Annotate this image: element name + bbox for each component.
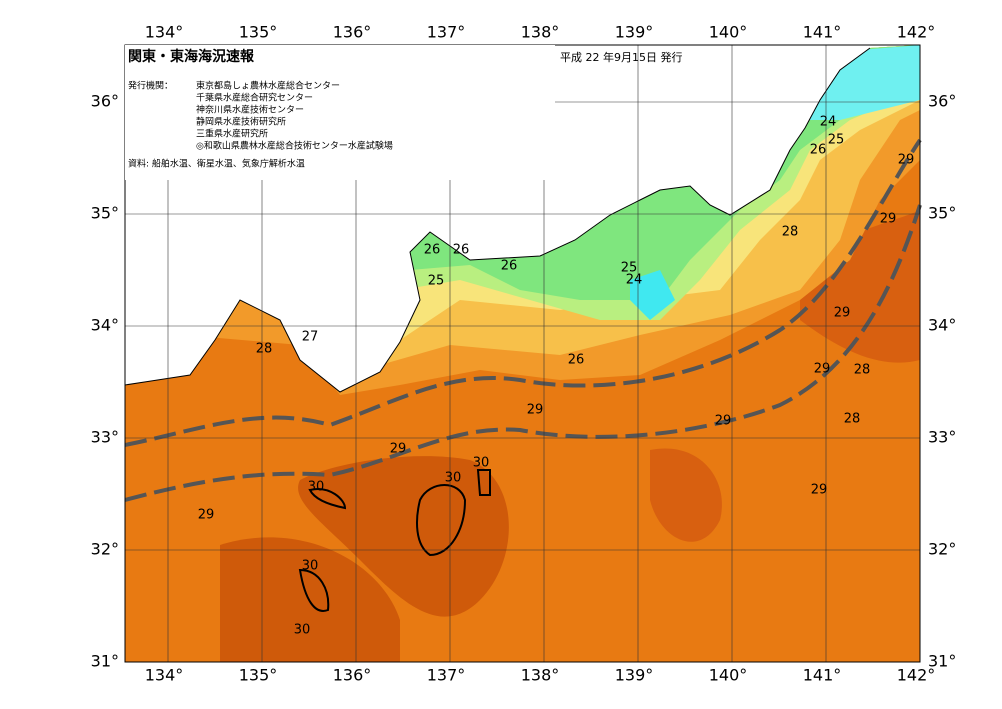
date: 平成 22 年9月15日 発行	[560, 50, 682, 64]
lon-tick-label: 134°	[145, 23, 184, 42]
lon-tick-label: 141°	[803, 23, 842, 42]
contour-label: 25	[828, 133, 845, 148]
contour-label: 29	[811, 483, 828, 498]
issuer: 静岡県水産技術研究所	[196, 116, 286, 128]
lat-tick-label: 33°	[91, 428, 119, 447]
issuers-label: 発行機関：	[128, 80, 173, 92]
contour-label: 30	[294, 623, 311, 638]
lon-tick-label: 137°	[427, 666, 466, 685]
contour-label: 30	[308, 480, 325, 495]
header-box	[125, 45, 555, 180]
contour-label: 29	[527, 403, 544, 418]
kuroshio-north	[124, 138, 922, 447]
contour-label: 29	[880, 212, 897, 227]
lon-tick-label: 135°	[239, 666, 278, 685]
lat-tick-label: 36°	[91, 92, 119, 111]
contour-30	[298, 469, 491, 612]
lat-tick-label: 31°	[928, 652, 956, 671]
issuer: 東京都島しょ農林水産総合センター	[196, 80, 340, 92]
lon-tick-label: 137°	[427, 23, 466, 42]
lon-tick-label: 140°	[709, 23, 748, 42]
contour-label: 24	[626, 273, 643, 288]
contour-label: 26	[568, 353, 585, 368]
contour-label: 30	[302, 559, 319, 574]
lon-tick-label: 138°	[521, 23, 560, 42]
title: 関東・東海海況速報	[128, 48, 255, 65]
contour-label: 25	[428, 274, 445, 289]
lon-tick-label: 142°	[897, 23, 936, 42]
lon-tick-label: 134°	[145, 666, 184, 685]
issuer: ◎和歌山県農林水産総合技術センター水産試験場	[196, 140, 393, 152]
contour-label: 30	[445, 471, 462, 486]
issuer: 千葉県水産総合研究センター	[196, 92, 313, 104]
contour-label: 29	[834, 306, 851, 321]
lon-tick-label: 140°	[709, 666, 748, 685]
lat-tick-label: 32°	[91, 540, 119, 559]
contour-label: 28	[782, 225, 799, 240]
contour-label: 26	[501, 259, 518, 274]
lon-tick-label: 141°	[803, 666, 842, 685]
contour-label: 25	[621, 261, 638, 276]
lon-tick-label: 138°	[521, 666, 560, 685]
contour-label: 29	[198, 508, 215, 523]
contour-label: 28	[256, 342, 273, 357]
contour-label: 29	[715, 414, 732, 429]
issuer: 神奈川県水産技術センター	[196, 104, 304, 116]
lat-tick-label: 35°	[928, 204, 956, 223]
lon-tick-label: 135°	[239, 23, 278, 42]
contour-label: 27	[302, 330, 319, 345]
lat-tick-label: 35°	[91, 204, 119, 223]
contour-label: 30	[473, 456, 490, 471]
contour-label: 24	[820, 115, 837, 130]
contour-label: 28	[854, 363, 871, 378]
contour-label: 29	[814, 362, 831, 377]
lat-tick-label: 31°	[91, 652, 119, 671]
lon-tick-label: 139°	[615, 666, 654, 685]
contour-label: 29	[390, 442, 407, 457]
contour-label: 26	[424, 243, 441, 258]
contour-label: 29	[898, 153, 915, 168]
lat-tick-label: 32°	[928, 540, 956, 559]
contour-label: 28	[844, 412, 861, 427]
lon-tick-label: 136°	[333, 23, 372, 42]
lat-tick-label: 34°	[928, 316, 956, 335]
lon-tick-label: 136°	[333, 666, 372, 685]
kuroshio-south	[124, 204, 922, 502]
source: 資料: 船舶水温、衛星水温、気象庁解析水温	[128, 158, 305, 170]
issuer: 三重県水産研究所	[196, 128, 268, 140]
contour-label: 26	[453, 243, 470, 258]
lon-tick-label: 139°	[615, 23, 654, 42]
lat-tick-label: 36°	[928, 92, 956, 111]
lon-tick-label: 142°	[897, 666, 936, 685]
contour-label: 26	[810, 143, 827, 158]
lat-tick-label: 34°	[91, 316, 119, 335]
lat-tick-label: 33°	[928, 428, 956, 447]
coastline	[124, 47, 871, 393]
